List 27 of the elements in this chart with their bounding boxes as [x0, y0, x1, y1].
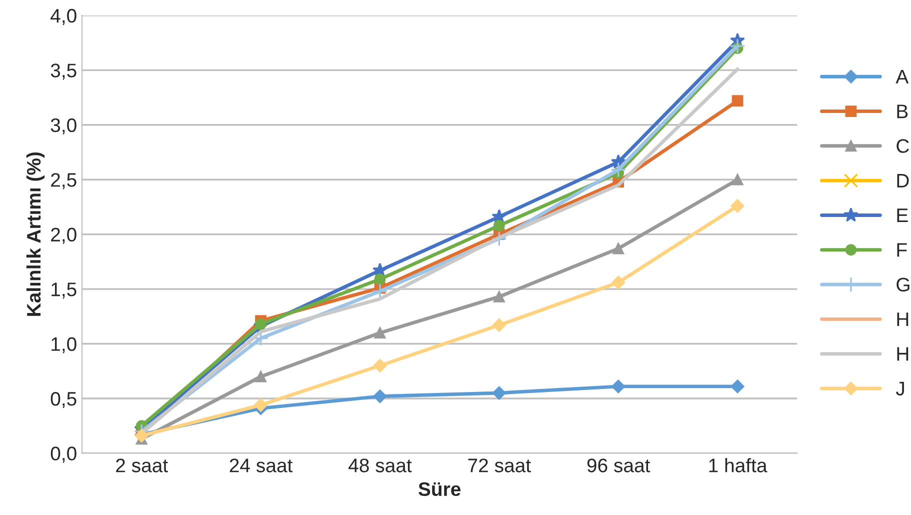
legend-label: J [896, 382, 904, 396]
x-tick-label: 24 saat [230, 458, 293, 472]
legend-label: F [897, 243, 907, 257]
y-tick-label: 0,0 [50, 446, 76, 463]
y-tick-label: 2,0 [51, 228, 76, 244]
y-axis-title: Kalınlık Artımı (%) [26, 152, 45, 316]
y-tick-label: 4,0 [50, 8, 76, 25]
legend-label: D [897, 174, 909, 188]
x-tick-label: 96 saat [587, 458, 650, 472]
x-tick-label: 48 saat [348, 458, 412, 472]
x-tick-label: 1 hafta [709, 458, 768, 472]
x-axis-title: Süre [418, 482, 461, 496]
legend-label: A [896, 70, 909, 84]
x-tick-label: 2 saat [116, 458, 168, 472]
y-tick-label: 1,0 [52, 337, 76, 354]
x-tick-label: 72 saat [468, 458, 531, 472]
legend-label: G [896, 278, 910, 292]
legend-label: B [897, 104, 908, 118]
y-tick-label: 3,0 [50, 118, 76, 134]
y-tick-label: 3,5 [50, 64, 76, 80]
legend-label: H [897, 312, 908, 326]
y-tick-label: 1,5 [52, 282, 76, 299]
legend-label: C [896, 139, 909, 153]
legend-label: E [897, 208, 908, 222]
legend-label: H [897, 347, 908, 361]
y-tick-label: 2,5 [51, 173, 76, 190]
y-tick-label: 0,5 [50, 392, 76, 408]
